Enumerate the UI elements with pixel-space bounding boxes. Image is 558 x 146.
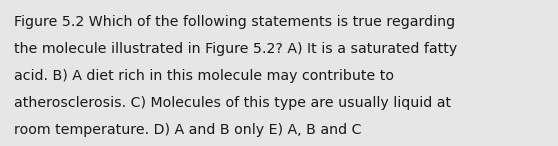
Text: atherosclerosis. C) Molecules of this type are usually liquid at: atherosclerosis. C) Molecules of this ty… <box>14 96 451 110</box>
Text: Figure 5.2 Which of the following statements is true regarding: Figure 5.2 Which of the following statem… <box>14 15 455 29</box>
Text: the molecule illustrated in Figure 5.2? A) It is a saturated fatty: the molecule illustrated in Figure 5.2? … <box>14 42 457 56</box>
Text: room temperature. D) A and B only E) A, B and C: room temperature. D) A and B only E) A, … <box>14 123 362 137</box>
Text: acid. B) A diet rich in this molecule may contribute to: acid. B) A diet rich in this molecule ma… <box>14 69 394 83</box>
